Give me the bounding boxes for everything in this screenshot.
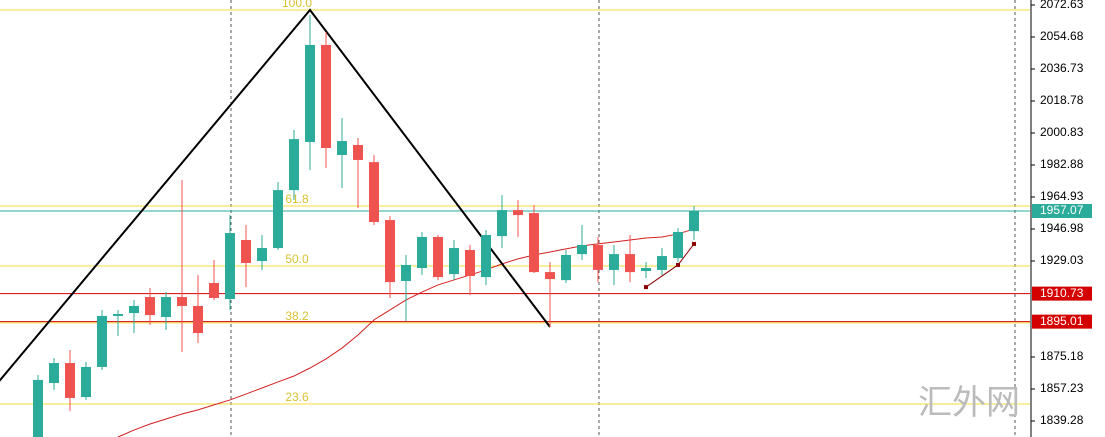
candle-body [305, 44, 315, 142]
price-tag [1032, 286, 1092, 301]
price-tag [1032, 204, 1092, 219]
y-tick-label: 1929.03 [1040, 253, 1084, 267]
candle-body [289, 139, 299, 191]
y-tick-label: 2054.68 [1040, 29, 1084, 43]
candle-body [113, 313, 123, 316]
candle-body [145, 297, 155, 316]
candle-body [625, 254, 635, 273]
candle-body [433, 236, 443, 278]
signal-point [676, 262, 680, 267]
candle-body [593, 245, 603, 270]
price-scale: 2072.63 2054.68 2036.73 2018.78 2000.83 1982.… [1031, 0, 1092, 427]
y-tick-label: 1946.98 [1040, 221, 1084, 235]
candle-body [465, 249, 475, 277]
candle-body [209, 282, 219, 298]
y-tick-label: 2072.63 [1040, 0, 1084, 11]
candle-body [257, 248, 267, 262]
fib-label: 23.6 [285, 390, 309, 404]
candle-body [673, 231, 683, 259]
candle-body [385, 220, 395, 283]
candle-body [161, 297, 171, 318]
candle-body [273, 190, 283, 249]
candle-body [561, 254, 571, 281]
fib-label: 38.2 [285, 309, 309, 323]
candle-body [577, 245, 587, 255]
candle-body [177, 297, 187, 306]
candle-body [641, 267, 651, 272]
candle-body [369, 162, 379, 223]
candle-body [401, 264, 411, 282]
candle-body [689, 211, 699, 232]
y-tick-label: 1839.28 [1040, 413, 1084, 427]
zigzag [0, 8, 551, 382]
candle-body [81, 366, 91, 398]
candle-body [241, 240, 251, 264]
candle-body [545, 272, 555, 280]
candle-body [97, 315, 107, 367]
candle-body [657, 256, 667, 270]
candle-body [481, 235, 491, 278]
y-tick-label: 1857.23 [1040, 381, 1084, 395]
candle-body [49, 363, 59, 383]
candle-body [129, 305, 139, 314]
y-tick-label: 2000.83 [1040, 125, 1084, 139]
watermark: 汇外网 [918, 383, 1020, 423]
candle-body [353, 144, 363, 160]
fib-label: 50.0 [285, 252, 309, 266]
fib-label: 100.0 [282, 0, 312, 10]
y-tick-label: 1982.88 [1040, 157, 1084, 171]
price-tag-label: 1910.73 [1040, 286, 1084, 300]
candle-body [529, 213, 539, 273]
candle-body [225, 233, 235, 300]
candle-body [417, 236, 427, 268]
candle-body [65, 363, 75, 398]
candle-body [609, 254, 619, 270]
signal-point [692, 241, 696, 246]
price-tag [1032, 314, 1092, 329]
y-tick-label: 2018.78 [1040, 93, 1084, 107]
price-tag-label: 1957.07 [1040, 203, 1084, 217]
signal-point [644, 285, 648, 290]
candle-body [33, 379, 43, 437]
y-tick-label: 2036.73 [1040, 61, 1084, 75]
plot: 100.0 61.8 50.0 38.2 23.6 [0, 0, 1030, 437]
candle-body [193, 305, 203, 334]
y-tick-label: 1964.93 [1040, 189, 1084, 203]
candle-body [449, 248, 459, 275]
candle-body [513, 210, 523, 216]
fib-label: 61.8 [285, 192, 309, 206]
price-tag-label: 1895.01 [1040, 314, 1084, 328]
candle-body [497, 210, 507, 237]
candle-body [321, 44, 331, 149]
y-tick-label: 1875.18 [1040, 349, 1084, 363]
candle-body [337, 141, 347, 155]
